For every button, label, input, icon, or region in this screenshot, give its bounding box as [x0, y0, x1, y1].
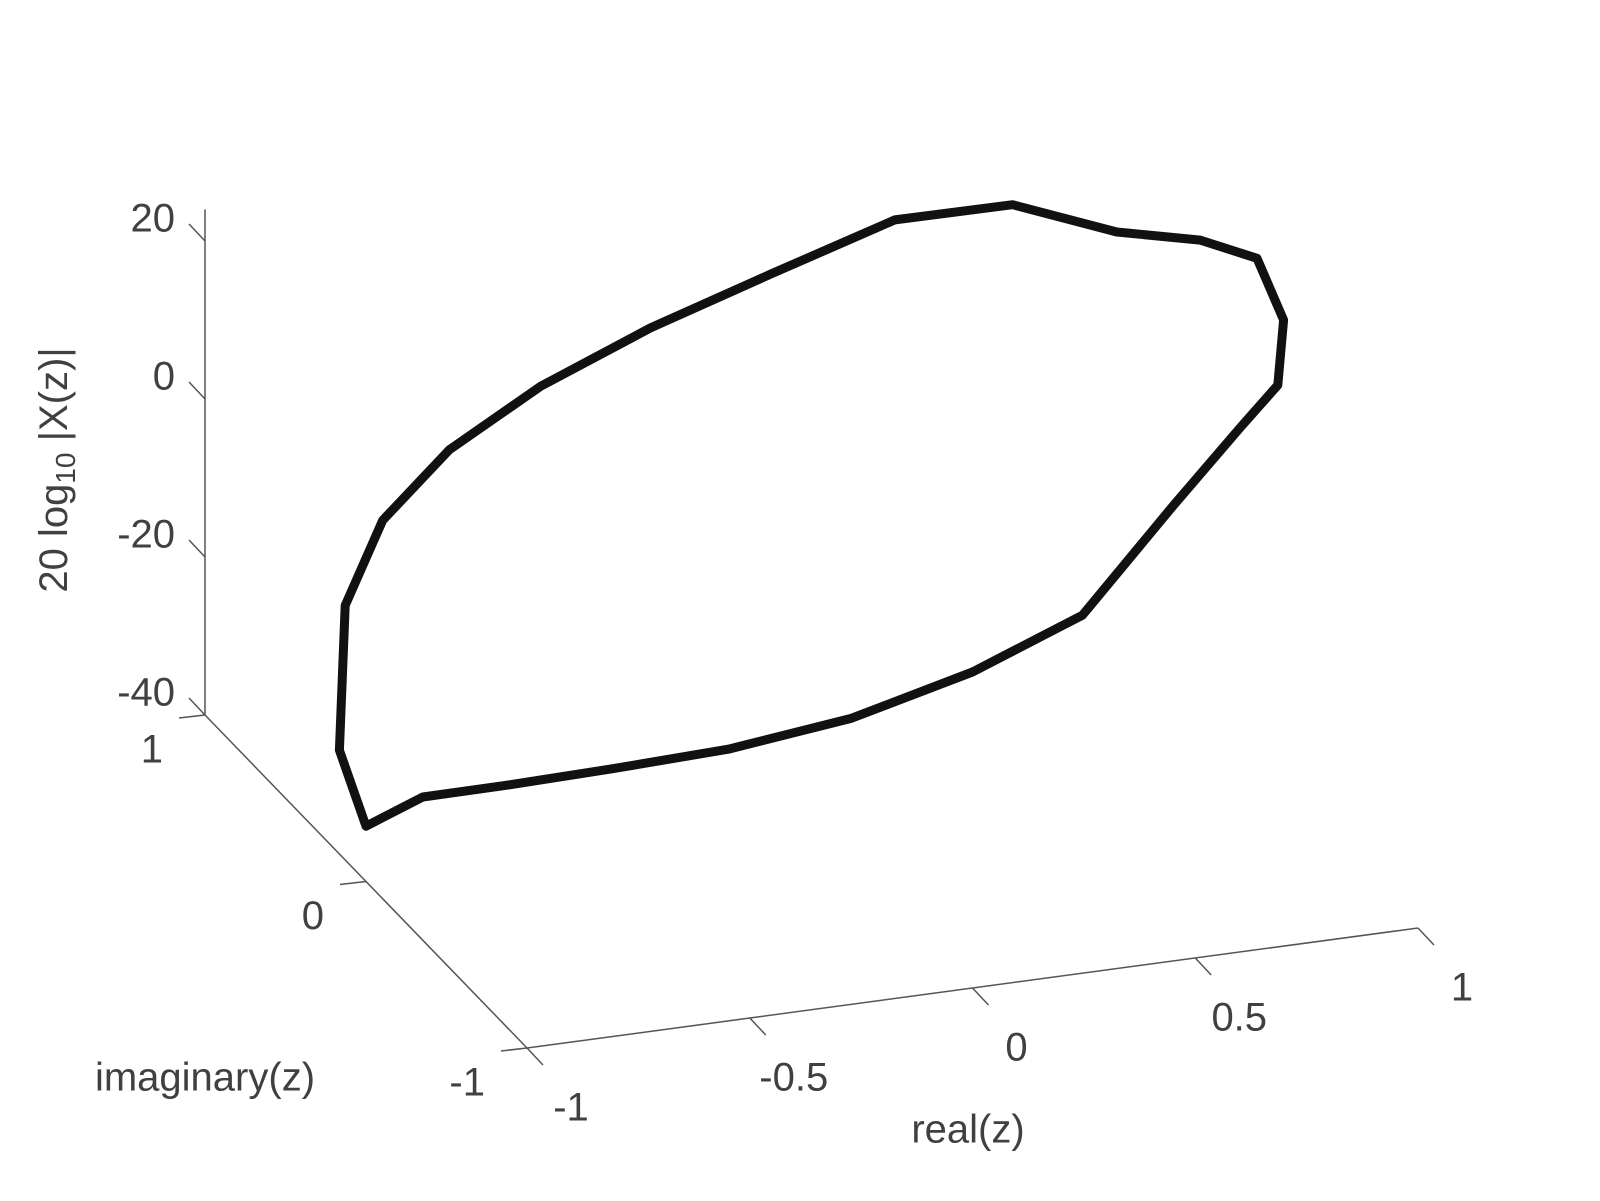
z-label-suffix: |X(z)| [32, 347, 76, 452]
y-tick-label: 1 [141, 728, 163, 772]
x-tick-label: -1 [553, 1086, 589, 1130]
y-axis-label: imaginary(z) [95, 1056, 315, 1100]
y-tick [500, 1047, 528, 1052]
z-axis-label: 20 log10 |X(z)| [32, 347, 82, 592]
x-axis-label: real(z) [911, 1108, 1024, 1152]
x-tick [526, 1047, 544, 1066]
x-tick-label: 1 [1451, 966, 1473, 1010]
curve [334, 200, 1289, 831]
y-tick [339, 880, 367, 886]
x-tick [971, 987, 990, 1006]
z-tick-label: 0 [153, 355, 175, 399]
x-tick-label: 0 [1005, 1026, 1027, 1070]
y-tick [178, 714, 206, 719]
x-tick-label: -0.5 [759, 1056, 828, 1100]
z-label-subscript: 10 [50, 453, 81, 484]
z-label-main: 20 log [32, 484, 76, 593]
z-tick [188, 223, 206, 242]
z-tick [188, 539, 206, 558]
x-tick [1194, 957, 1212, 976]
x-tick [749, 1017, 767, 1036]
y-tick-label: -1 [449, 1061, 485, 1105]
y-tick-label: 0 [302, 894, 324, 938]
x-tick [1417, 927, 1435, 946]
z-tick-label: -20 [117, 513, 175, 557]
z-tick [188, 697, 206, 716]
x-tick-label: 0.5 [1211, 996, 1267, 1040]
z-tick-label: -40 [117, 671, 175, 715]
z-tick-label: 20 [131, 197, 176, 241]
z-tick [188, 381, 206, 400]
